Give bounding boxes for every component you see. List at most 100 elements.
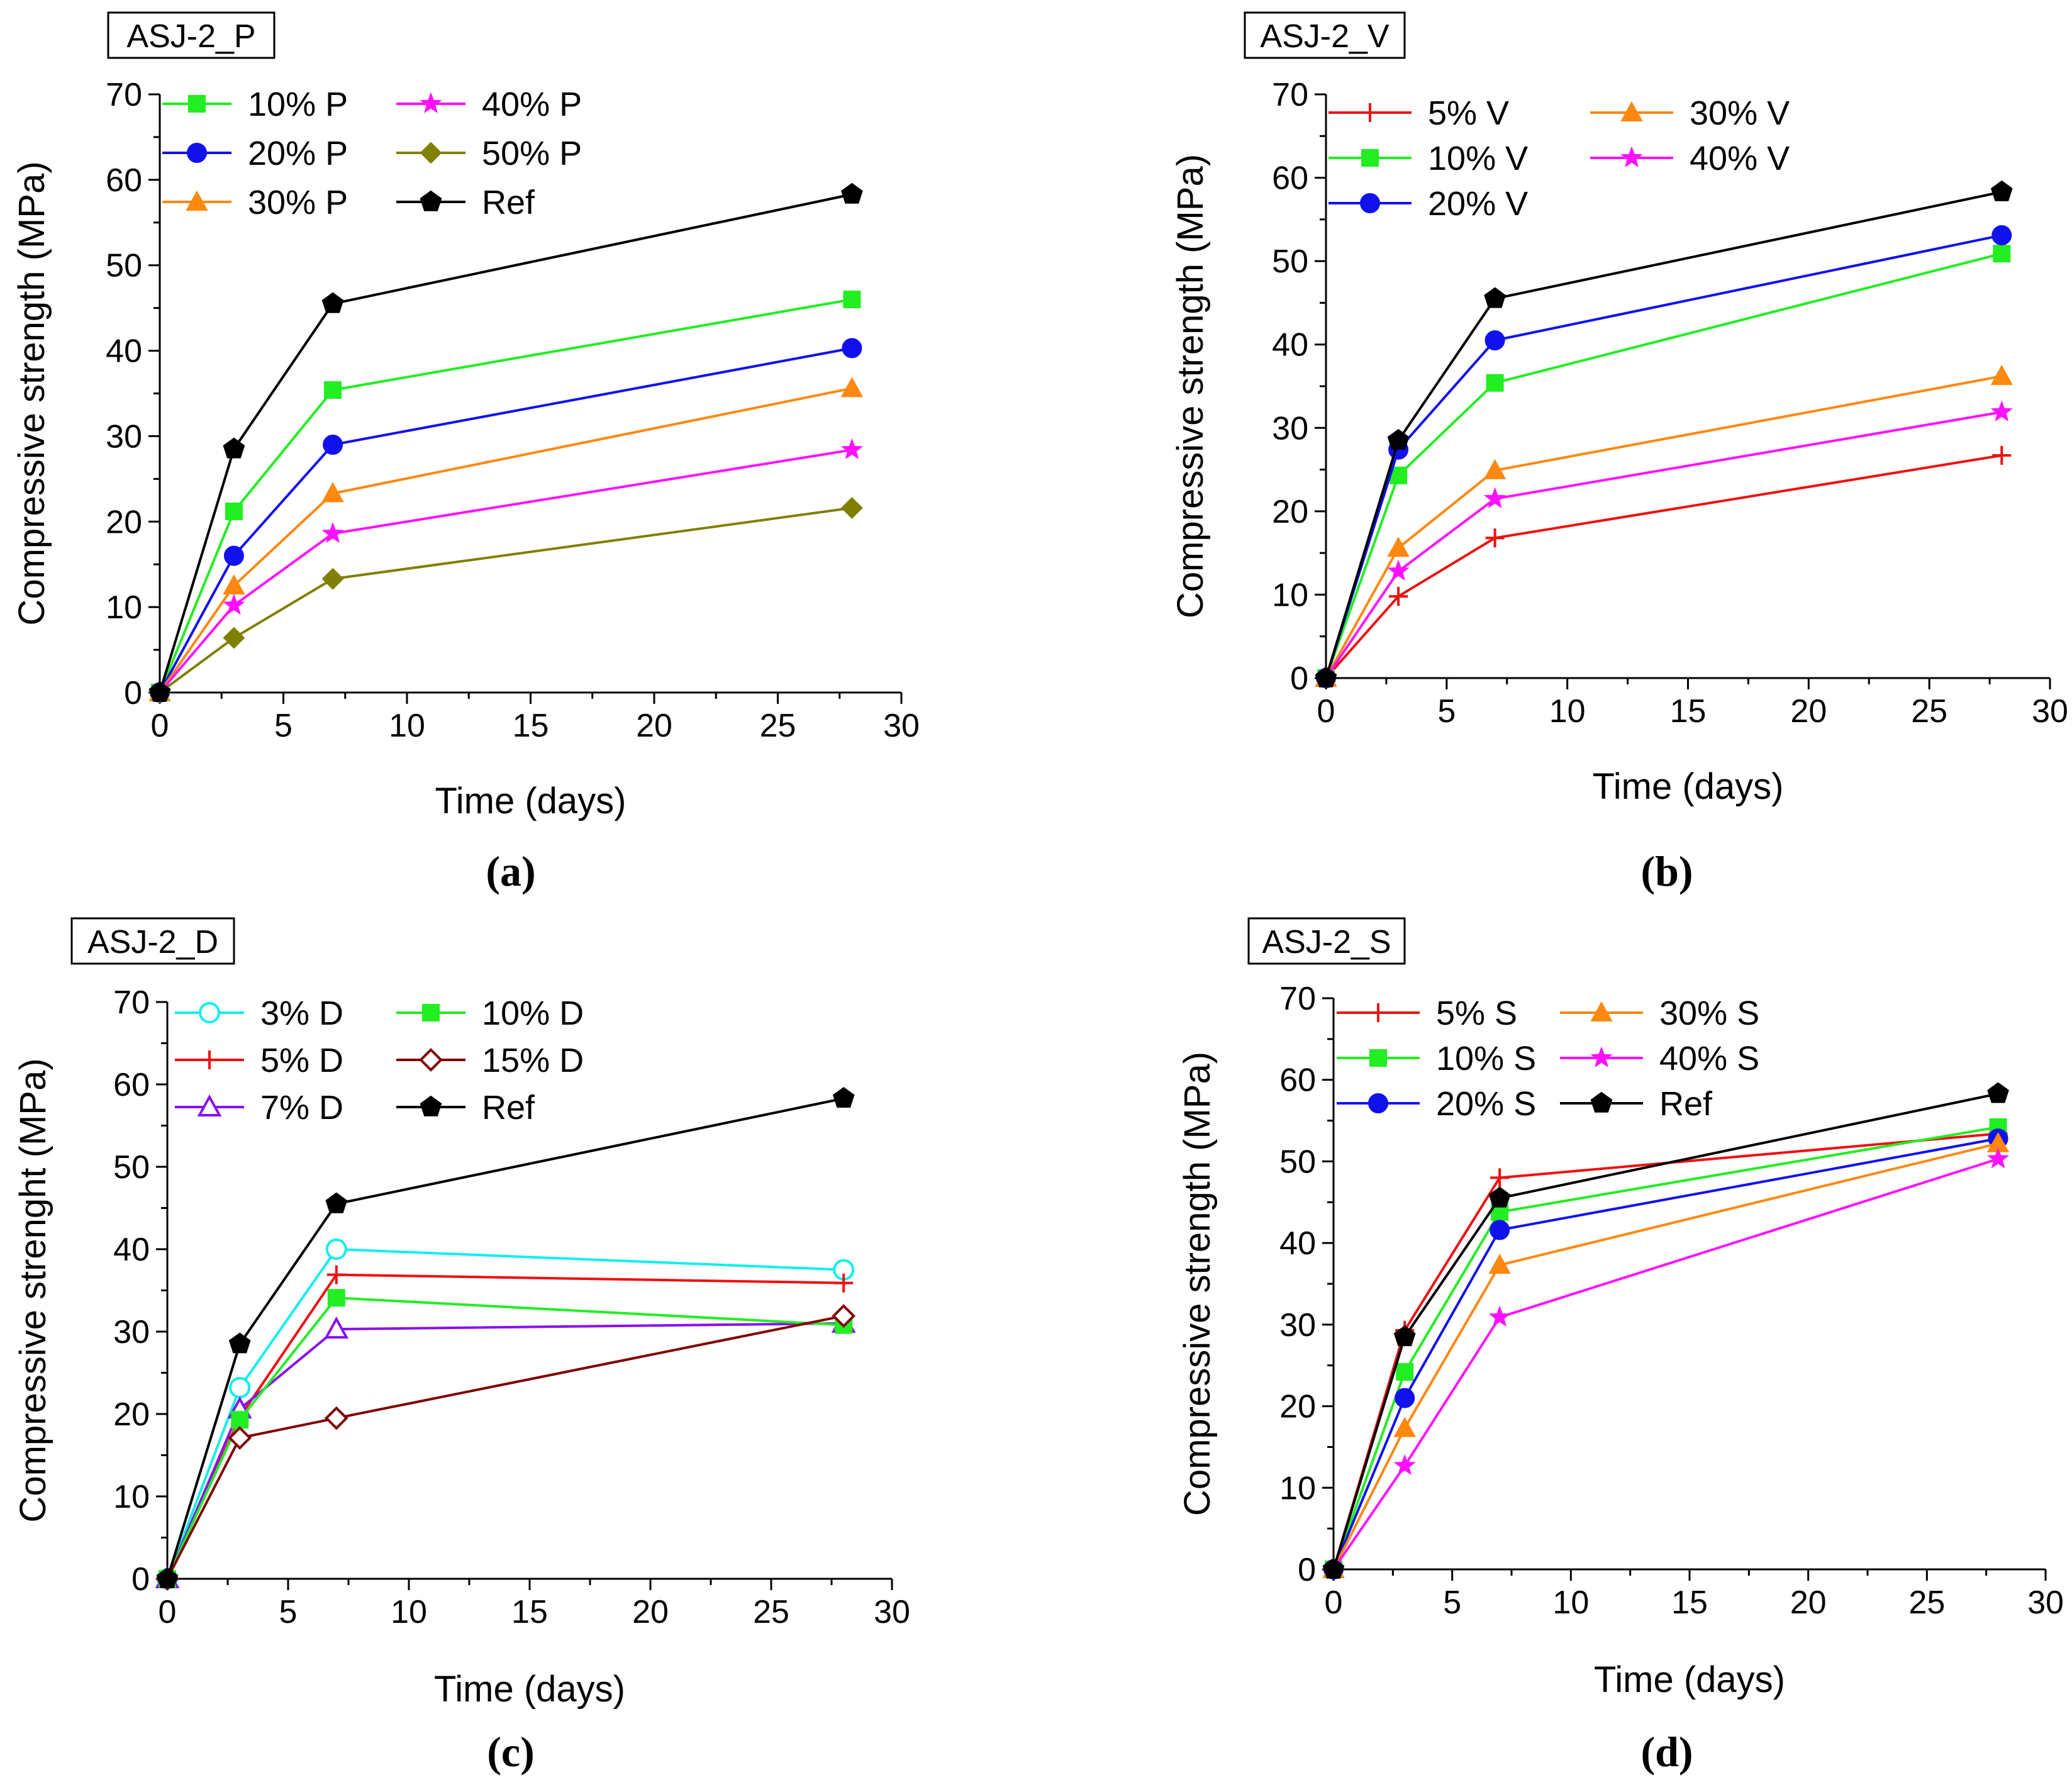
x-axis-title: Time (days) — [435, 781, 627, 821]
panel-id-box — [70, 917, 235, 965]
data-point — [842, 338, 862, 359]
y-tick-label: 40 — [113, 1232, 150, 1268]
legend-item: 30% S — [1560, 994, 1759, 1032]
data-point — [1490, 1220, 1510, 1240]
data-point — [1488, 1186, 1511, 1208]
series-line — [1325, 252, 2002, 679]
x-tick-label: 25 — [753, 1594, 789, 1630]
y-tick-label: 30 — [106, 418, 142, 455]
legend-item: 30% V — [1590, 94, 1790, 132]
series-30-v — [1315, 365, 2013, 687]
legend-label: 15% D — [482, 1042, 584, 1079]
data-point — [1389, 587, 1408, 606]
legend-item: Ref — [396, 1089, 535, 1127]
series-line — [1332, 1125, 1998, 1570]
y-tick-label: 0 — [1290, 660, 1308, 697]
panel-id-label: ASJ-2_P — [126, 18, 255, 55]
data-point — [840, 377, 864, 398]
legend-swatch-marker — [419, 1048, 443, 1072]
data-point — [1993, 245, 2011, 263]
y-axis-title: Compressive strength (MPa) — [11, 161, 52, 625]
legend-label: Ref — [482, 1089, 535, 1127]
data-point — [1396, 1363, 1414, 1381]
data-point — [325, 1192, 348, 1213]
series-line — [159, 448, 852, 694]
x-tick-label: 5 — [1443, 1584, 1461, 1621]
data-point — [840, 497, 863, 519]
x-tick-label: 20 — [636, 708, 672, 744]
data-point — [1483, 459, 1507, 479]
legend-swatch-marker — [1590, 1001, 1613, 1022]
data-point — [840, 438, 863, 460]
series-3-d — [157, 1239, 855, 1589]
chart-panel-4: 0 5 10 15 20 25 30 0 10 20 30 40 50 60 70 Time (days) Co… — [1177, 917, 2064, 1776]
data-point — [321, 567, 344, 590]
panel-id-box — [107, 11, 276, 59]
legend-label: 40% V — [1690, 140, 1790, 177]
legend-swatch-marker — [187, 143, 207, 163]
x-tick-label: 15 — [511, 1594, 548, 1630]
y-tick-label: 60 — [1279, 1062, 1316, 1099]
x-tick-label: 20 — [1790, 1584, 1827, 1621]
legend-item: 40% S — [1560, 1040, 1759, 1077]
data-point — [324, 1316, 349, 1339]
data-point — [323, 435, 343, 455]
y-tick-label: 20 — [106, 504, 142, 540]
x-tick-label: 25 — [760, 708, 796, 744]
legend-item: 7% D — [175, 1089, 343, 1127]
x-tick-label: 15 — [513, 708, 549, 744]
x-tick-label: 30 — [874, 1594, 910, 1630]
series-line — [159, 193, 852, 693]
y-axis-title: Compressive strenght (MPa) — [13, 1058, 53, 1522]
legend: 5% S 10% S 20% S 30% S 40% S Ref — [1337, 994, 1759, 1123]
data-point — [148, 681, 171, 702]
legend-label: 5% S — [1436, 994, 1517, 1032]
legend-item: 30% P — [162, 184, 348, 221]
data-point — [1322, 1557, 1345, 1579]
legend-label: 5% D — [260, 1042, 343, 1079]
legend-swatch-marker — [188, 95, 206, 113]
x-tick-label: 30 — [2032, 693, 2068, 730]
legend-swatch-marker — [1590, 1046, 1613, 1067]
chart-panel-3: 0 5 10 15 20 25 30 0 10 20 30 40 50 60 70 Time (days) Co… — [13, 917, 910, 1776]
data-point — [1490, 1168, 1510, 1188]
y-tick-label: 30 — [113, 1314, 150, 1350]
legend-label: 20% P — [248, 135, 348, 172]
x-tick-label: 10 — [1549, 693, 1586, 730]
series-line — [1325, 234, 2002, 679]
series-ref — [156, 1087, 855, 1588]
legend-item: Ref — [1560, 1085, 1713, 1123]
legend-item: 3% D — [175, 994, 343, 1032]
data-point — [327, 1289, 345, 1307]
data-point — [228, 1426, 252, 1450]
data-point — [1393, 1454, 1416, 1476]
series-ref — [1315, 180, 2013, 688]
data-point — [324, 1406, 348, 1430]
y-tick-label: 20 — [1272, 494, 1308, 530]
y-tick-label: 0 — [131, 1561, 150, 1598]
legend-label: 3% D — [260, 994, 343, 1032]
y-tick-label: 50 — [1272, 243, 1308, 280]
series-line — [166, 1097, 844, 1579]
legend: 10% P 20% P 30% P 40% P 50% P Ref — [162, 86, 582, 221]
x-tick-label: 15 — [1671, 1584, 1708, 1621]
data-point — [1488, 1305, 1511, 1327]
legend-label: 10% V — [1428, 140, 1528, 177]
series-line — [159, 506, 852, 694]
y-tick-label: 20 — [1279, 1389, 1316, 1425]
y-tick-label: 10 — [1272, 577, 1308, 613]
data-point — [229, 1377, 251, 1399]
legend-label: 30% S — [1659, 994, 1759, 1032]
data-point — [1991, 225, 2012, 246]
data-point — [834, 1273, 854, 1293]
legend-label: 10% P — [248, 86, 348, 123]
legend-swatch-marker — [1361, 149, 1379, 167]
x-tick-label: 25 — [1911, 693, 1947, 730]
data-point — [1987, 1082, 2009, 1103]
x-axis-title: Time (days) — [434, 1669, 625, 1710]
y-tick-label: 0 — [124, 675, 142, 711]
x-axis-title: Time (days) — [1594, 1659, 1785, 1700]
legend-swatch-marker — [200, 1050, 219, 1069]
y-tick-label: 50 — [113, 1149, 150, 1186]
legend-swatch-marker — [420, 190, 442, 211]
